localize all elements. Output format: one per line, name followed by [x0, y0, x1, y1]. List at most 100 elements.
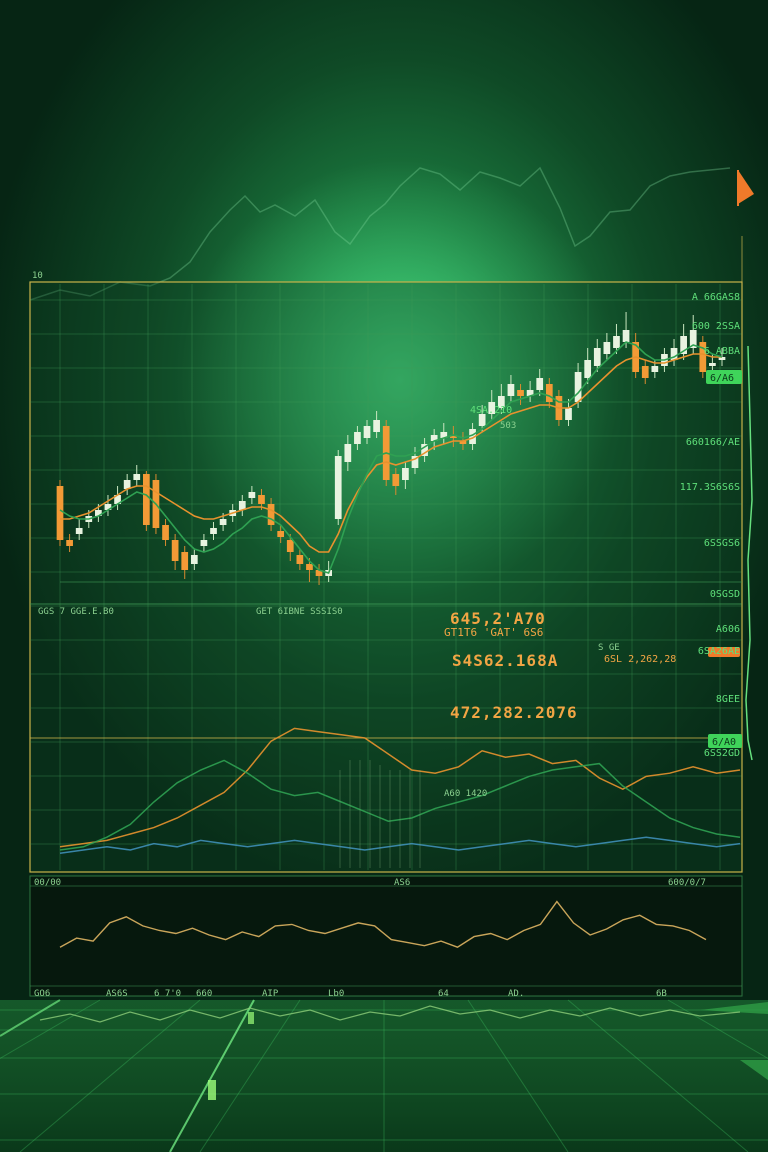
price-badge-top — [706, 370, 742, 384]
strip-footer-label: AS6S — [106, 989, 128, 999]
ma-line-1 — [60, 353, 722, 553]
candle-bear — [162, 525, 169, 540]
candle-bull — [497, 396, 505, 408]
strip-footer-label: Lb0 — [328, 989, 344, 999]
candle-bull — [210, 528, 217, 534]
right-axis-label: 6 ABBA — [704, 346, 740, 357]
main-chart-panel — [29, 236, 743, 873]
price-badge-top-label: 6/A6 — [710, 373, 734, 384]
bottom-row-label: GET 6IBNE SSSIS0 — [256, 607, 343, 617]
lower-tag: A60 1420 — [444, 789, 487, 799]
candle-bull — [104, 504, 112, 510]
candle-bull — [363, 426, 371, 438]
moving-average-lines — [59, 341, 723, 574]
lower-series-line-3 — [59, 836, 741, 854]
candle-bull — [411, 456, 419, 468]
candle-bull — [75, 528, 83, 534]
strip-footer-label: 64 — [438, 989, 449, 999]
candle-bull — [354, 432, 361, 444]
lower-line-chart — [59, 727, 741, 854]
right-axis-label: 6SS2GD — [704, 748, 740, 759]
candle-bull — [248, 492, 256, 498]
strip-footer-label: 6B — [656, 989, 667, 999]
strip-footer-label: AD. — [508, 989, 524, 999]
candle-bear — [296, 555, 304, 564]
candle-bull — [536, 378, 544, 390]
candle-bull — [478, 414, 486, 426]
strip-header-label: AS6 — [394, 878, 410, 888]
candle-bull — [373, 420, 380, 432]
strip-footer-label: AIP — [262, 989, 279, 999]
candlestick-chart — [56, 312, 726, 585]
candle-bear — [171, 540, 179, 561]
floor-grid — [0, 999, 768, 1152]
right-axis-label: 660166/AE — [686, 437, 740, 448]
candle-bull — [574, 372, 582, 402]
strip-footer-label: 660 — [196, 989, 212, 999]
strip-footer-label: 6 7'0 — [154, 989, 181, 999]
candle-bull — [334, 456, 342, 519]
right-axis-labels: A 66GAS8 600 2SSA 6 ABBA 660166/AE 117.3S6S6… — [680, 292, 740, 759]
candle-bear — [277, 531, 285, 537]
main-panel-frame — [29, 281, 743, 873]
candle-bull — [488, 402, 496, 414]
candle-bear — [517, 390, 524, 396]
right-axis-label: 117.3S6S6S — [680, 482, 740, 493]
candle-bull — [344, 444, 352, 462]
candle-bear — [545, 384, 553, 402]
alert-flag-icon — [738, 170, 754, 204]
candle-bull — [613, 336, 620, 348]
candle-bear — [56, 486, 64, 540]
candle-bull — [133, 474, 141, 480]
ma-line-2 — [59, 341, 723, 574]
price-badge-bottom — [708, 734, 742, 748]
mid-tag-2: S GE — [598, 643, 620, 653]
candle-bull — [651, 366, 659, 372]
main-price-2: S4S62.168A — [452, 651, 558, 670]
candle-bear — [459, 441, 467, 444]
candle-bull — [622, 330, 630, 342]
right-axis-label: 8GEE — [716, 694, 740, 705]
right-axis-label: 6SA26AE — [698, 646, 740, 657]
candle-bull — [114, 495, 121, 504]
candle-bear — [258, 495, 265, 504]
candle-bear — [286, 540, 294, 552]
candle-bull — [238, 501, 246, 510]
mid-tag-1: GT1T6 'GAT' 6S6 — [444, 626, 543, 639]
strip-series-line — [59, 900, 707, 948]
background-faint-line — [29, 166, 731, 301]
candle-bull — [709, 363, 716, 366]
candle-bull — [219, 519, 227, 525]
candle-bear — [315, 570, 323, 576]
candle-bear — [267, 504, 275, 525]
lower-series-line-2 — [59, 759, 741, 851]
candle-bear — [450, 435, 457, 438]
candle-bull — [718, 357, 726, 360]
lower-series-line-1 — [59, 727, 741, 848]
candle-bear — [306, 564, 313, 570]
mid-row-label: GGS 7 GGE.E.B0 — [38, 607, 114, 617]
candle-bull — [565, 408, 572, 420]
upper-price-tag-sub: 503 — [500, 421, 516, 431]
strip-footer-labels: GO6 AS6S 6 7'0 660 AIP Lb0 64 AD. 6B — [34, 989, 667, 999]
candle-bull — [200, 540, 208, 546]
candle-bear — [142, 474, 150, 525]
candle-bull — [584, 360, 592, 378]
strip-header-label: 600/0/7 — [668, 878, 706, 888]
right-axis-label: A606 — [716, 624, 740, 635]
candle-bull — [507, 384, 515, 396]
candle-bull — [440, 432, 448, 438]
candle-bull — [430, 435, 438, 441]
candle-bull — [680, 336, 687, 354]
price-badge-bottom-label: 6/A0 — [712, 737, 736, 748]
candle-bull — [526, 390, 534, 396]
price-badge-mid — [708, 647, 740, 657]
candle-bear — [181, 552, 189, 570]
mid-tag-3: 6SL 2,262,28 — [604, 654, 676, 665]
main-price-1: 645,2'A70 — [450, 609, 546, 628]
strip-header-labels: 00/00 AS6 600/0/7 — [34, 878, 706, 888]
right-axis-label: 6SSGS6 — [704, 538, 740, 549]
candle-bull — [402, 468, 409, 480]
strip-header-label: 00/00 — [34, 878, 61, 888]
